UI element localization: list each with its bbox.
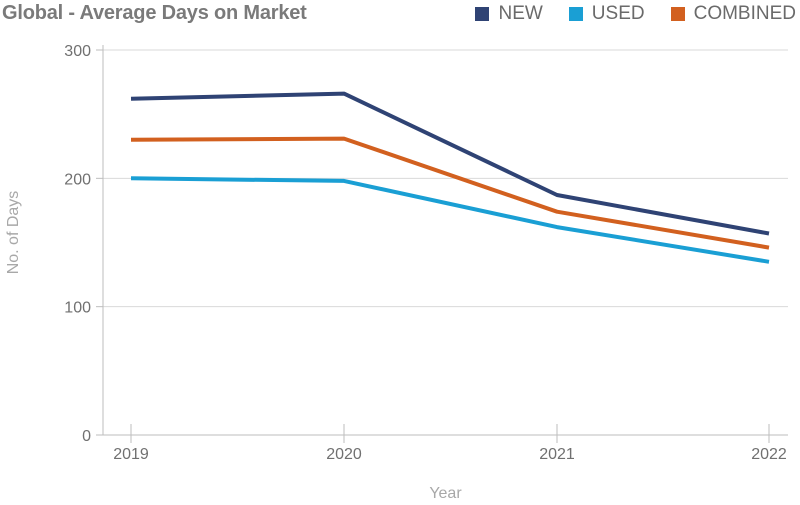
legend-swatch (568, 7, 583, 21)
y-tick-label: 200 (64, 171, 91, 188)
y-tick-label: 300 (64, 43, 91, 60)
y-tick-label: 0 (82, 428, 91, 445)
legend-swatch (475, 7, 490, 21)
legend-label: COMBINED (693, 3, 796, 24)
x-tick-label: 2020 (326, 446, 362, 463)
y-tick-label: 100 (64, 300, 91, 317)
x-tick-label: 2022 (751, 446, 787, 463)
x-axis-title: Year (429, 485, 462, 502)
y-axis-title: No. of Days (5, 191, 22, 275)
legend-item-used: USED (568, 3, 645, 25)
chart-title: Global - Average Days on Market (2, 2, 307, 24)
legend-label: NEW (498, 3, 543, 24)
x-tick-label: 2019 (113, 446, 149, 463)
series-lines (130, 91, 770, 264)
x-tick-label: 2021 (539, 446, 575, 463)
legend-label: USED (591, 3, 645, 24)
series-line-combined (130, 136, 770, 250)
chart-legend: NEW USED COMBINED (449, 3, 796, 25)
legend-swatch (670, 7, 685, 21)
series-line-used (130, 176, 770, 264)
series-line-new (130, 91, 770, 236)
legend-item-combined: COMBINED (670, 3, 796, 25)
legend-item-new: NEW (475, 3, 543, 25)
axes: 0 100 200 300 2019 2020 2021 2022 (64, 43, 788, 463)
